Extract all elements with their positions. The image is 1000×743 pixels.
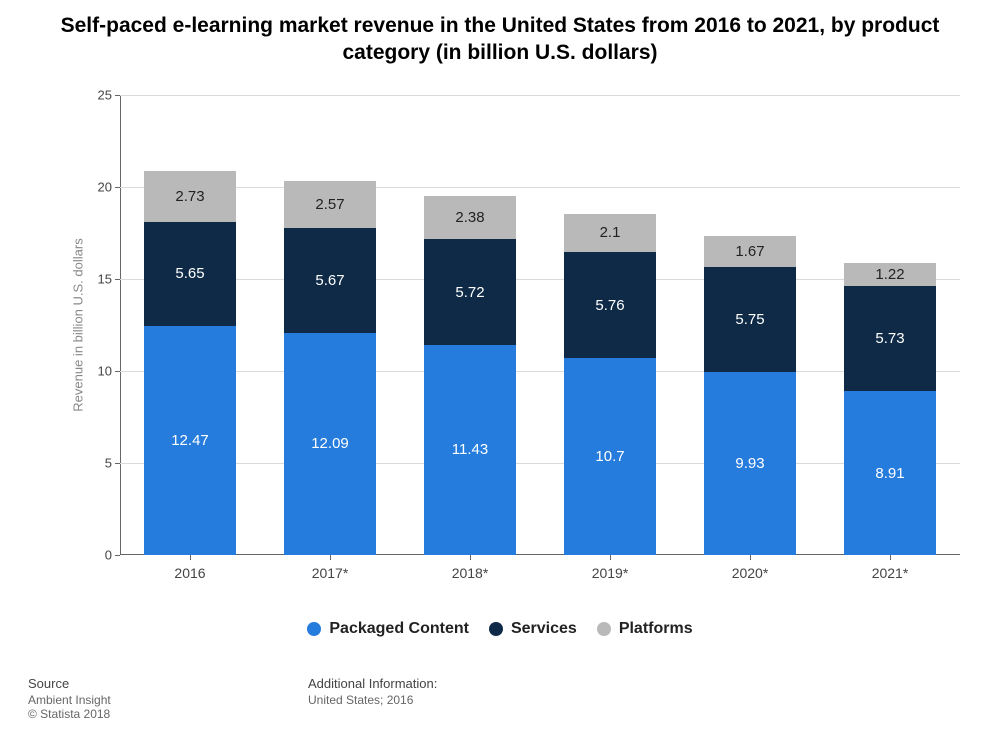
- bar-segment: 2.38: [424, 196, 516, 240]
- bar-segment: 2.1: [564, 214, 656, 253]
- legend-item: Services: [489, 620, 577, 638]
- gridline: [120, 463, 960, 464]
- footer-addl-line: United States; 2016: [308, 693, 588, 707]
- ytick-label: 15: [98, 272, 120, 287]
- bar-segment: 5.67: [284, 228, 376, 332]
- gridline: [120, 371, 960, 372]
- ytick-label: 5: [105, 456, 120, 471]
- bar-segment: 1.22: [844, 263, 936, 285]
- plot-area: Revenue in billion U.S. dollars 05101520…: [120, 95, 960, 555]
- ytick-label: 25: [98, 88, 120, 103]
- footer-source-line: Ambient Insight: [28, 693, 308, 707]
- gridline: [120, 187, 960, 188]
- footer-source-title: Source: [28, 676, 308, 691]
- legend-label: Packaged Content: [329, 620, 469, 638]
- bar-segment: 1.67: [704, 236, 796, 267]
- bar-segment: 8.91: [844, 391, 936, 555]
- bar-segment: 9.93: [704, 372, 796, 555]
- bar-segment: 5.76: [564, 252, 656, 358]
- bar-segment: 5.73: [844, 286, 936, 391]
- bar-segment: 5.72: [424, 239, 516, 344]
- xtick-label: 2017*: [312, 555, 349, 581]
- xtick-label: 2018*: [452, 555, 489, 581]
- legend-label: Platforms: [619, 620, 693, 638]
- bar-segment: 2.73: [144, 171, 236, 221]
- xtick-label: 2019*: [592, 555, 629, 581]
- footer-additional: Additional Information: United States; 2…: [308, 676, 588, 721]
- legend-swatch: [307, 622, 321, 636]
- chart-area: Revenue in billion U.S. dollars 0 5 10 15 20…: [70, 85, 970, 595]
- bar-segment: 2.57: [284, 181, 376, 228]
- footer-source-line: © Statista 2018: [28, 707, 308, 721]
- ytick-label: 10: [98, 364, 120, 379]
- x-axis-line: [120, 554, 960, 555]
- footer: Source Ambient Insight © Statista 2018 A…: [28, 676, 972, 721]
- bar-segment: 12.47: [144, 326, 236, 555]
- bar-segment: 11.43: [424, 345, 516, 555]
- gridline: [120, 95, 960, 96]
- chart-container: Self-paced e-learning market revenue in …: [0, 0, 1000, 743]
- chart-title: Self-paced e-learning market revenue in …: [0, 0, 1000, 67]
- legend: Packaged Content Services Platforms: [0, 620, 1000, 641]
- xtick-label: 2016: [174, 555, 205, 581]
- ytick-label: 0: [105, 548, 120, 563]
- ytick-label: 20: [98, 180, 120, 195]
- legend-swatch: [597, 622, 611, 636]
- legend-label: Services: [511, 620, 577, 638]
- legend-item: Platforms: [597, 620, 693, 638]
- xtick-label: 2020*: [732, 555, 769, 581]
- xtick-label: 2021*: [872, 555, 909, 581]
- legend-item: Packaged Content: [307, 620, 469, 638]
- legend-swatch: [489, 622, 503, 636]
- y-axis-line: [120, 95, 121, 555]
- bar-segment: 12.09: [284, 333, 376, 555]
- bar-segment: 5.65: [144, 222, 236, 326]
- bar-segment: 5.75: [704, 267, 796, 373]
- footer-addl-title: Additional Information:: [308, 676, 588, 691]
- y-axis-label: Revenue in billion U.S. dollars: [71, 238, 86, 411]
- footer-source: Source Ambient Insight © Statista 2018: [28, 676, 308, 721]
- gridline: [120, 279, 960, 280]
- bar-segment: 10.7: [564, 358, 656, 555]
